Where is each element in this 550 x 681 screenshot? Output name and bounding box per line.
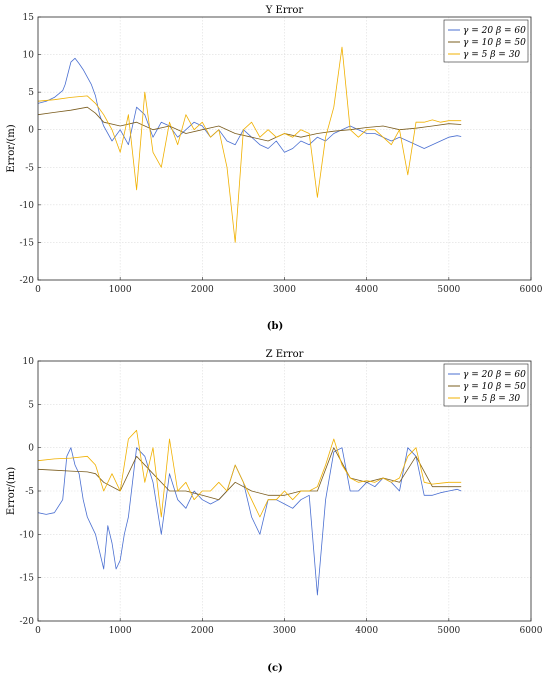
x-tick-label: 2000 <box>191 285 214 295</box>
x-tick-label: 6000 <box>520 285 543 295</box>
series-line-1 <box>38 57 462 153</box>
x-tick-label: 4000 <box>355 626 378 636</box>
legend-label-1: γ = 20 β = 60 <box>463 370 526 380</box>
y-axis-label: Error/(m) <box>6 124 17 172</box>
y-tick-label: 10 <box>23 51 35 61</box>
x-tick-label: 5000 <box>437 626 460 636</box>
chart-y-error: Y Error Error/(m) (b) 0 1000 2000 3000 4000 5… <box>6 5 543 332</box>
legend: γ = 20 β = 60 γ = 10 β = 50 γ = 5 β = 30 <box>443 363 529 407</box>
series-line-3 <box>38 429 462 518</box>
y-axis-label: Error/(m) <box>6 467 17 515</box>
y-tick-label: -15 <box>20 238 35 248</box>
y-tick-label: 5 <box>28 400 34 410</box>
x-tick-label: 3000 <box>273 285 296 295</box>
y-tick-label: 5 <box>28 88 34 98</box>
legend-box <box>443 363 529 407</box>
legend-label-2: γ = 10 β = 50 <box>463 382 526 392</box>
chart-z-error: Z Error Error/(m) (c) 0 1000 2000 3000 4000 5… <box>6 349 543 674</box>
x-tick-label: 1000 <box>109 626 132 636</box>
y-tick-label: -5 <box>25 487 34 497</box>
figure-caption: (c) <box>267 663 283 674</box>
y-tick-label: -20 <box>20 617 35 627</box>
series-group <box>38 429 462 596</box>
legend-label-3: γ = 5 β = 30 <box>463 50 520 60</box>
y-tick-label: 10 <box>23 357 35 367</box>
x-tick-label: 0 <box>35 626 41 636</box>
legend-label-3: γ = 5 β = 30 <box>463 394 520 404</box>
x-tick-label: 0 <box>35 285 41 295</box>
x-tick-label: 1000 <box>109 285 132 295</box>
y-tick-label: -20 <box>20 276 35 286</box>
x-tick-label: 3000 <box>273 626 296 636</box>
chart-title: Z Error <box>266 349 304 360</box>
legend-box <box>443 19 529 63</box>
x-tick-label: 4000 <box>355 285 378 295</box>
x-tick-label: 2000 <box>191 626 214 636</box>
x-tick-label: 5000 <box>437 285 460 295</box>
legend-label-1: γ = 20 β = 60 <box>463 26 526 36</box>
chart-title: Y Error <box>265 5 304 16</box>
figure-caption: (b) <box>267 321 283 332</box>
legend: γ = 20 β = 60 γ = 10 β = 50 γ = 5 β = 30 <box>443 19 529 63</box>
y-tick-label: -10 <box>20 201 35 211</box>
y-tick-label: -10 <box>20 530 35 540</box>
legend-label-2: γ = 10 β = 50 <box>463 38 526 48</box>
series-group <box>38 46 462 243</box>
x-tick-label: 6000 <box>520 626 543 636</box>
y-tick-label: 15 <box>23 13 35 23</box>
y-tick-label: 0 <box>28 126 34 136</box>
y-tick-label: -5 <box>25 163 34 173</box>
series-line-3 <box>38 46 462 243</box>
series-line-2 <box>38 106 462 142</box>
y-tick-label: -15 <box>20 574 35 584</box>
y-tick-label: 0 <box>28 444 34 454</box>
